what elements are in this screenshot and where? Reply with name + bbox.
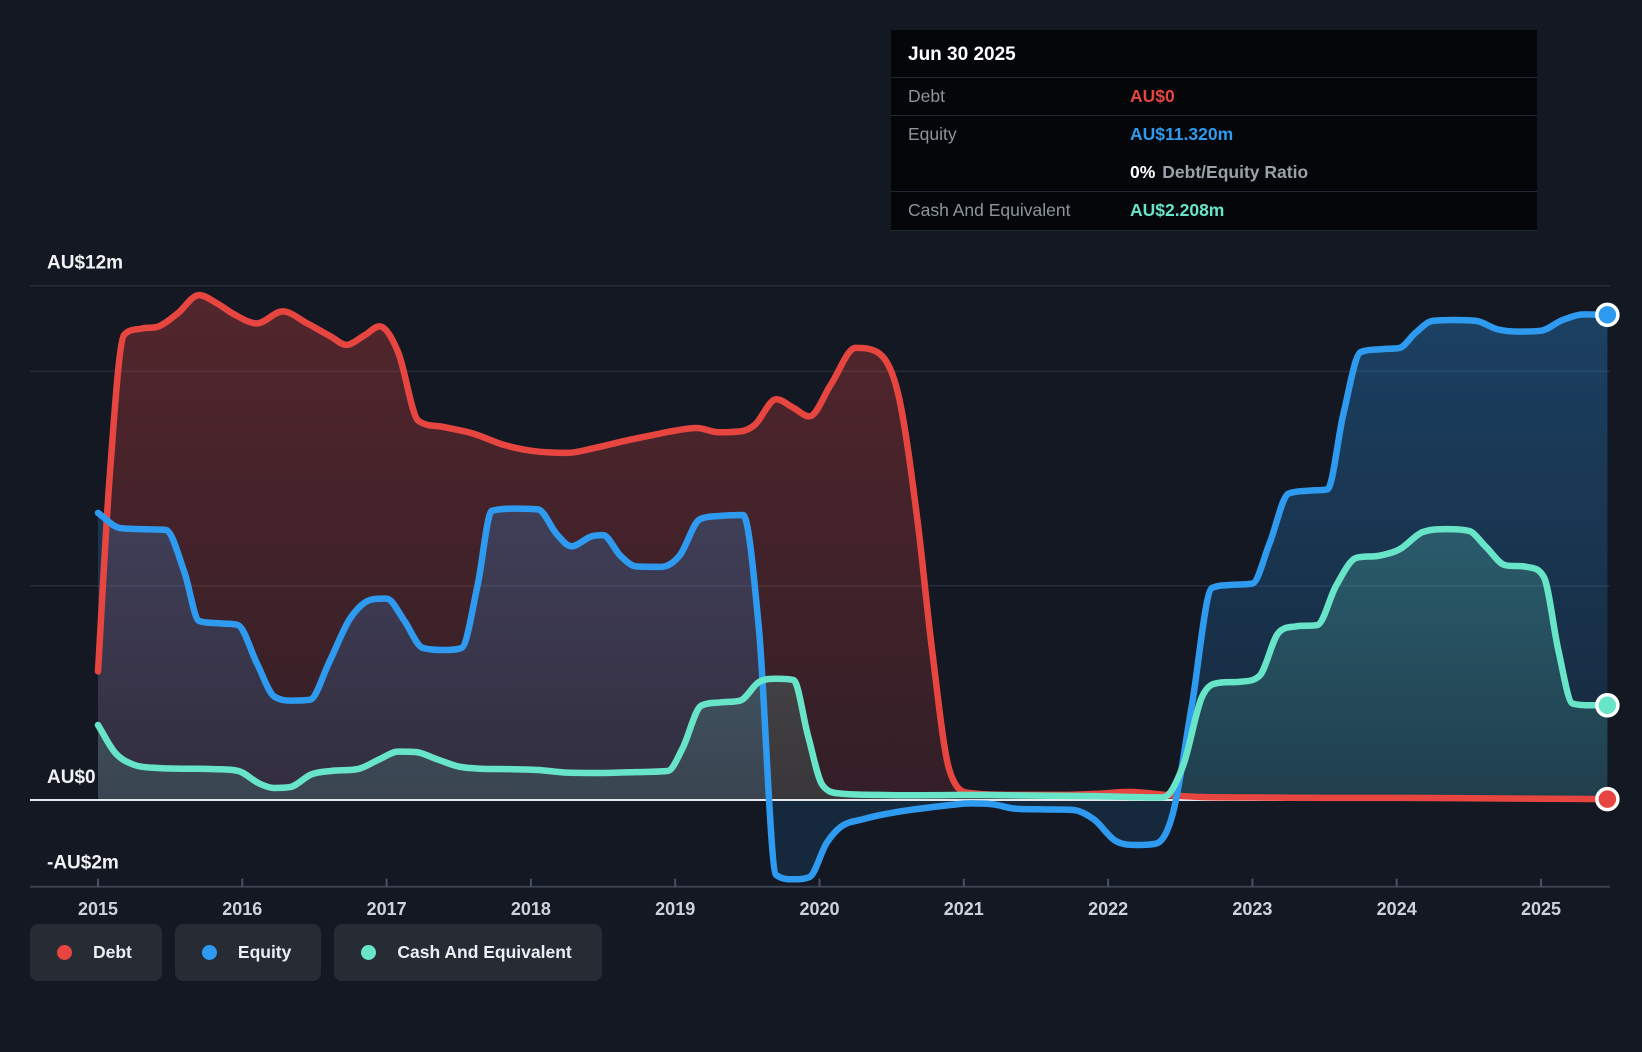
- divider: [891, 191, 1537, 193]
- x-axis-label: 2016: [222, 899, 262, 919]
- equity-legend-dot-icon: [201, 945, 217, 960]
- equity-end-marker[interactable]: [1595, 302, 1620, 328]
- tooltip-row-debt: Debt AU$0: [891, 78, 1537, 115]
- legend-label: Equity: [237, 942, 292, 962]
- x-axis-label: 2023: [1232, 899, 1272, 919]
- x-axis-label: 2015: [78, 899, 118, 919]
- cash-and-equivalent-line: [94, 525, 1611, 801]
- divider: [891, 77, 1537, 78]
- x-axis-label: 2017: [367, 899, 407, 919]
- cash-value: AU$2.208m: [1130, 200, 1225, 221]
- x-axis-label: 2018: [511, 899, 551, 919]
- divider: [891, 229, 1537, 231]
- tooltip-date: Jun 30 2025: [908, 44, 1016, 65]
- x-axis-label: 2024: [1377, 899, 1417, 919]
- cash-and-equivalent-end-marker[interactable]: [1595, 693, 1620, 718]
- x-axis-label: 2021: [944, 899, 984, 919]
- debt-end-marker[interactable]: [1595, 786, 1620, 812]
- y-axis-label: AU$12m: [47, 253, 123, 274]
- equity-value: AU$11.320m: [1130, 124, 1234, 145]
- legend-label: Cash And Equivalent: [397, 942, 572, 962]
- tooltip-row-cash: Cash And Equivalent AU$2.208m: [891, 192, 1537, 229]
- legend-label: Debt: [93, 942, 132, 962]
- y-axis-label: AU$0: [47, 767, 96, 788]
- y-axis-label: -AU$2m: [47, 853, 119, 874]
- legend-item-equity[interactable]: Equity: [174, 924, 322, 981]
- chart-legend: Debt Equity Cash And Equivalent: [30, 924, 602, 981]
- ratio-text: Debt/Equity Ratio: [1162, 161, 1309, 182]
- equity-line: [94, 311, 1611, 883]
- x-axis-label: 2020: [799, 899, 839, 919]
- divider: [891, 115, 1537, 117]
- debt-value: AU$0: [1130, 86, 1175, 106]
- ratio-percent: 0%: [1130, 161, 1156, 182]
- cash-label: Cash And Equivalent: [908, 200, 1071, 221]
- equity-label: Equity: [908, 124, 957, 145]
- legend-item-debt[interactable]: Debt: [30, 924, 162, 981]
- tooltip-row-ratio: 0% Debt/Equity Ratio: [891, 154, 1537, 191]
- cash-and-equivalent-area: [98, 529, 1608, 800]
- x-axis-label: 2022: [1088, 899, 1128, 919]
- cash-legend-dot-icon: [361, 945, 377, 960]
- debt-label: Debt: [908, 86, 945, 106]
- legend-item-cash[interactable]: Cash And Equivalent: [334, 924, 602, 981]
- tooltip-row-equity: Equity AU$11.320m: [891, 116, 1537, 153]
- x-axis-label: 2025: [1521, 899, 1561, 919]
- debt-legend-dot-icon: [57, 945, 72, 960]
- chart-tooltip: Jun 30 2025 Debt AU$0 Equity AU$11.320m …: [891, 30, 1537, 231]
- x-axis-label: 2019: [655, 899, 695, 919]
